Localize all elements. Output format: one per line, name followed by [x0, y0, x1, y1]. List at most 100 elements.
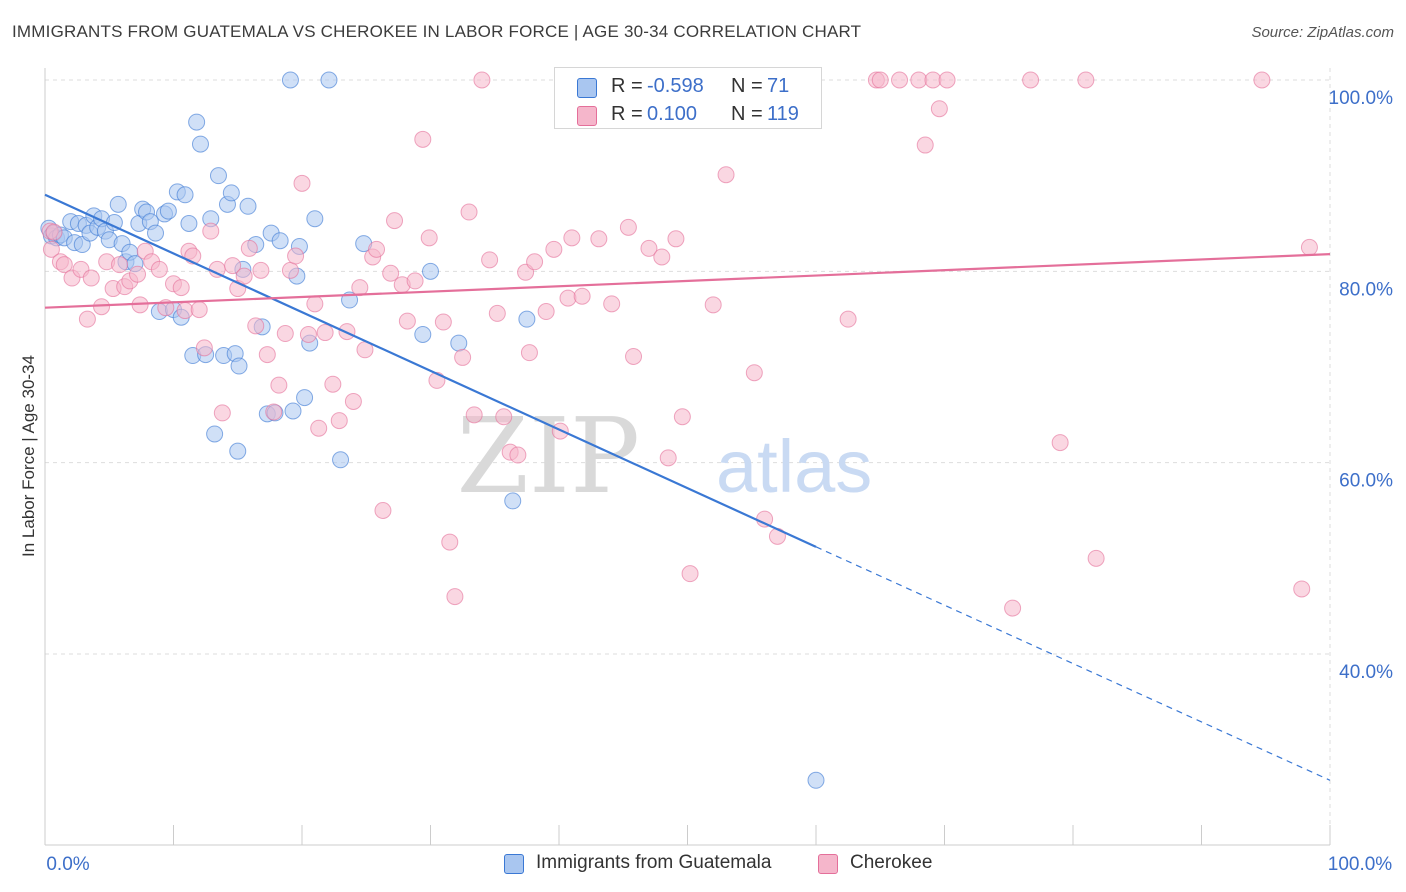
data-point-cherokee	[916, 136, 934, 154]
data-point-cherokee	[344, 392, 362, 410]
trend-line-guatemala	[44, 193, 817, 548]
data-point-guatemala	[229, 442, 247, 460]
data-point-cherokee	[258, 346, 276, 364]
data-point-cherokee	[454, 348, 472, 366]
y-tick-label: 40.0%	[1339, 662, 1393, 683]
data-point-cherokee	[386, 212, 404, 230]
data-point-cherokee	[545, 240, 563, 258]
data-point-cherokee	[382, 264, 400, 282]
legend-r-label: R =	[611, 75, 643, 97]
data-point-guatemala	[239, 197, 257, 215]
data-point-guatemala	[147, 224, 165, 242]
data-point-cherokee	[351, 279, 369, 297]
data-point-guatemala	[332, 451, 350, 469]
data-point-cherokee	[667, 230, 685, 248]
y-tick-label: 60.0%	[1339, 471, 1393, 492]
legend-swatch-pink	[577, 106, 597, 126]
data-point-guatemala	[450, 334, 468, 352]
data-point-cherokee	[270, 376, 288, 394]
data-point-cherokee	[368, 240, 386, 258]
legend-row-cherokee: R = 0.100 N = 119	[555, 100, 821, 130]
data-point-cherokee	[603, 295, 621, 313]
data-point-cherokee	[640, 239, 658, 257]
data-point-guatemala	[191, 135, 209, 153]
data-point-cherokee	[441, 533, 459, 551]
data-point-cherokee	[150, 260, 168, 278]
data-point-cherokee	[45, 223, 63, 241]
data-point-cherokee	[324, 375, 342, 393]
data-point-guatemala	[414, 325, 432, 343]
legend-swatch-pink	[818, 854, 838, 874]
data-point-cherokee	[839, 310, 857, 328]
data-point-cherokee	[190, 301, 208, 319]
data-point-guatemala	[180, 215, 198, 232]
data-point-cherokee	[42, 240, 60, 258]
data-point-cherokee	[93, 298, 111, 316]
correlation-legend: R = -0.598 N = 71 R = 0.100 N = 119	[554, 67, 822, 129]
data-point-cherokee	[473, 71, 491, 89]
data-point-guatemala	[281, 71, 299, 89]
data-point-cherokee	[619, 218, 637, 236]
data-point-cherokee	[176, 302, 194, 320]
data-point-cherokee	[756, 510, 774, 528]
data-point-cherokee	[235, 267, 253, 285]
trend-lines	[44, 193, 1331, 781]
watermark-zip: ZIP	[457, 395, 640, 517]
data-point-cherokee	[659, 449, 677, 467]
data-point-cherokee	[374, 502, 392, 519]
legend-swatch-blue	[577, 78, 597, 98]
data-point-guatemala	[271, 232, 289, 250]
legend-n-value: 119	[767, 103, 799, 125]
data-point-cherokee	[414, 130, 432, 148]
data-point-cherokee	[240, 239, 258, 257]
data-point-cherokee	[891, 71, 909, 89]
data-point-cherokee	[398, 312, 416, 330]
legend-r-label: R =	[611, 103, 643, 125]
data-point-cherokee	[316, 324, 334, 342]
data-point-cherokee	[625, 347, 643, 365]
y-axis-label: In Labor Force | Age 30-34	[19, 355, 38, 557]
data-point-cherokee	[1300, 238, 1318, 256]
data-point-cherokee	[681, 565, 699, 583]
data-point-cherokee	[745, 364, 763, 382]
data-point-cherokee	[287, 247, 305, 265]
data-point-cherokee	[195, 339, 213, 357]
data-point-guatemala	[504, 492, 522, 510]
data-point-cherokee	[172, 279, 190, 297]
data-point-cherokee	[281, 261, 299, 279]
source-label: Source: ZipAtlas.com	[1251, 24, 1394, 41]
legend-swatch-blue	[504, 854, 524, 874]
data-point-guatemala	[306, 210, 324, 228]
watermark-atlas: atlas	[716, 425, 872, 508]
data-point-cherokee	[1293, 580, 1311, 598]
data-point-cherokee	[111, 256, 129, 274]
data-point-cherokee	[930, 100, 948, 118]
data-point-cherokee	[460, 203, 478, 221]
data-point-cherokee	[924, 71, 942, 89]
data-point-guatemala	[176, 186, 194, 204]
data-point-cherokee	[265, 403, 283, 421]
data-point-guatemala	[284, 402, 302, 420]
data-point-cherokee	[488, 304, 506, 322]
data-point-cherokee	[563, 229, 581, 247]
data-point-cherokee	[299, 325, 317, 343]
trend-line-cherokee	[44, 253, 1331, 309]
data-point-cherokee	[871, 71, 889, 89]
legend-label: Cherokee	[850, 852, 933, 873]
data-point-cherokee	[406, 272, 424, 290]
data-point-cherokee	[247, 317, 265, 335]
y-tick-label: 80.0%	[1339, 279, 1393, 300]
data-point-cherokee	[704, 296, 722, 314]
data-point-cherokee	[1077, 71, 1095, 89]
points	[40, 71, 1318, 789]
trend-line-guatemala-extrapolated	[815, 546, 1331, 781]
data-point-cherokee	[1004, 599, 1022, 617]
data-point-cherokee	[938, 71, 956, 89]
legend-n-value: 71	[767, 75, 790, 97]
data-point-cherokee	[252, 261, 270, 279]
data-point-cherokee	[526, 253, 544, 271]
data-point-cherokee	[1253, 71, 1271, 89]
legend-n-label: N =	[731, 103, 763, 125]
data-point-guatemala	[209, 167, 227, 185]
